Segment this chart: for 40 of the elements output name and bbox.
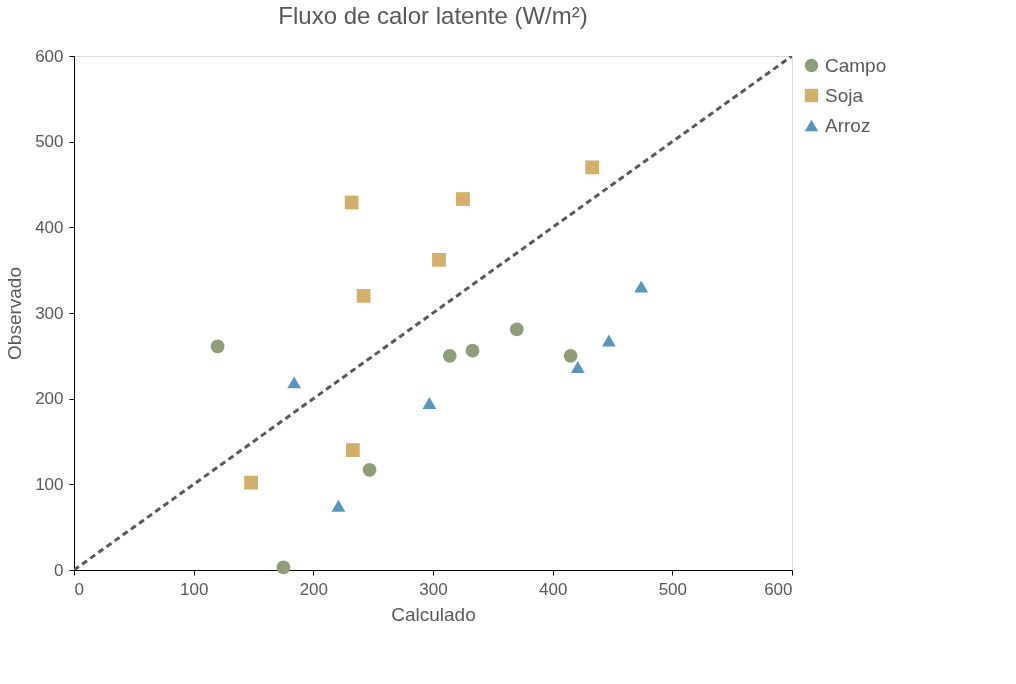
point <box>585 160 600 175</box>
y-tick-label: 100 <box>35 474 64 494</box>
y-tick-label: 400 <box>35 217 64 237</box>
point <box>331 499 346 512</box>
point <box>362 462 377 477</box>
x-tick-label: 0 <box>74 579 84 599</box>
point <box>287 376 302 389</box>
point <box>356 288 371 303</box>
point <box>244 475 258 490</box>
point <box>432 252 446 267</box>
x-tick-label: 300 <box>419 579 448 599</box>
point <box>276 560 291 575</box>
x-axis-title: Calculado <box>391 603 476 625</box>
x-tick-label: 100 <box>179 579 209 599</box>
point <box>456 192 470 206</box>
point <box>344 195 359 210</box>
point <box>563 348 578 363</box>
point <box>465 343 480 358</box>
point <box>442 348 457 363</box>
chart-title: Fluxo de calor latente (W/m²) <box>278 2 588 29</box>
y-tick-label: 500 <box>35 132 64 152</box>
y-tick-label: 200 <box>35 389 64 409</box>
point <box>210 339 225 354</box>
legend-label: Campo <box>825 54 887 76</box>
point <box>509 322 524 337</box>
y-tick-label: 300 <box>35 303 64 323</box>
x-tick-label: 400 <box>538 579 568 599</box>
x-tick-label: 600 <box>764 579 793 599</box>
point <box>570 361 585 373</box>
x-tick-label: 200 <box>299 579 329 599</box>
y-axis-title: Observado <box>4 267 26 360</box>
x-tick-label: 500 <box>658 579 688 599</box>
y-tick-label: 600 <box>35 46 64 66</box>
point <box>345 443 360 457</box>
point <box>602 334 616 347</box>
y-tick-label: 0 <box>54 560 64 580</box>
point <box>422 396 437 409</box>
legend-label: Soja <box>825 84 864 106</box>
legend-label: Arroz <box>825 114 871 136</box>
point <box>634 280 649 293</box>
